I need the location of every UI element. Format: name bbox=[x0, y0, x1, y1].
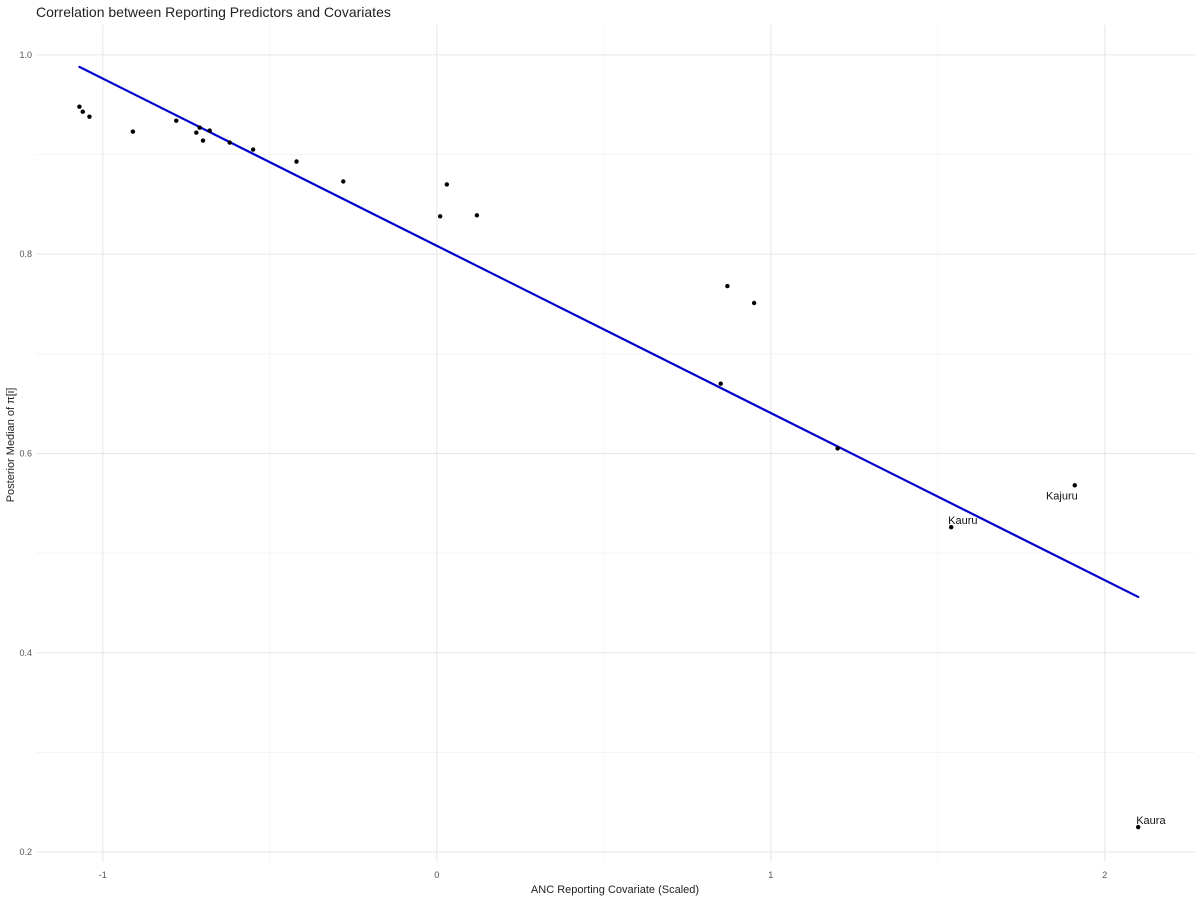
data-point bbox=[174, 118, 179, 123]
x-tick-label: 0 bbox=[434, 870, 439, 880]
data-point bbox=[80, 109, 85, 114]
x-tick-label: 2 bbox=[1102, 870, 1107, 880]
data-point bbox=[294, 159, 299, 164]
y-tick-label: 0.2 bbox=[19, 847, 32, 857]
data-point bbox=[87, 114, 92, 119]
data-point bbox=[835, 446, 840, 451]
data-point bbox=[197, 125, 202, 130]
data-point bbox=[474, 213, 480, 218]
y-tick-label: 0.6 bbox=[19, 448, 32, 458]
data-point bbox=[77, 104, 82, 109]
tick-labels: -1 0 1 2 0.2 0.4 0.6 0.8 1.0 bbox=[19, 50, 1107, 880]
y-tick-label: 1.0 bbox=[19, 50, 32, 60]
chart-title: Correlation between Reporting Predictors… bbox=[36, 4, 391, 20]
data-point bbox=[725, 283, 730, 289]
data-point bbox=[250, 147, 256, 152]
data-point bbox=[444, 182, 450, 187]
x-axis-label: ANC Reporting Covariate (Scaled) bbox=[531, 884, 699, 896]
x-tick-label: 1 bbox=[768, 870, 773, 880]
data-point bbox=[227, 140, 232, 145]
y-tick-label: 0.4 bbox=[19, 648, 32, 658]
data-point bbox=[1136, 824, 1141, 830]
point-labels: Kauru Kajuru Kaura bbox=[948, 490, 1166, 827]
data-point bbox=[1072, 483, 1077, 488]
y-axis-label: Posterior Median of π[i] bbox=[5, 388, 17, 503]
fit-line bbox=[78, 65, 1140, 599]
point-label: Kaura bbox=[1136, 815, 1166, 827]
x-tick-label: -1 bbox=[99, 870, 107, 880]
grid-layer bbox=[36, 25, 1195, 862]
data-point bbox=[200, 138, 206, 143]
point-label: Kajuru bbox=[1046, 490, 1078, 502]
point-label: Kauru bbox=[948, 515, 977, 527]
data-point bbox=[751, 300, 757, 306]
y-tick-label: 0.8 bbox=[19, 249, 32, 259]
data-point bbox=[194, 130, 199, 135]
data-point bbox=[207, 128, 212, 133]
data-point bbox=[341, 179, 346, 184]
data-point bbox=[718, 381, 723, 386]
data-points bbox=[77, 104, 1141, 830]
data-point bbox=[130, 129, 136, 134]
fit-line-layer bbox=[78, 65, 1140, 599]
data-point bbox=[948, 525, 954, 530]
data-point bbox=[437, 214, 443, 219]
